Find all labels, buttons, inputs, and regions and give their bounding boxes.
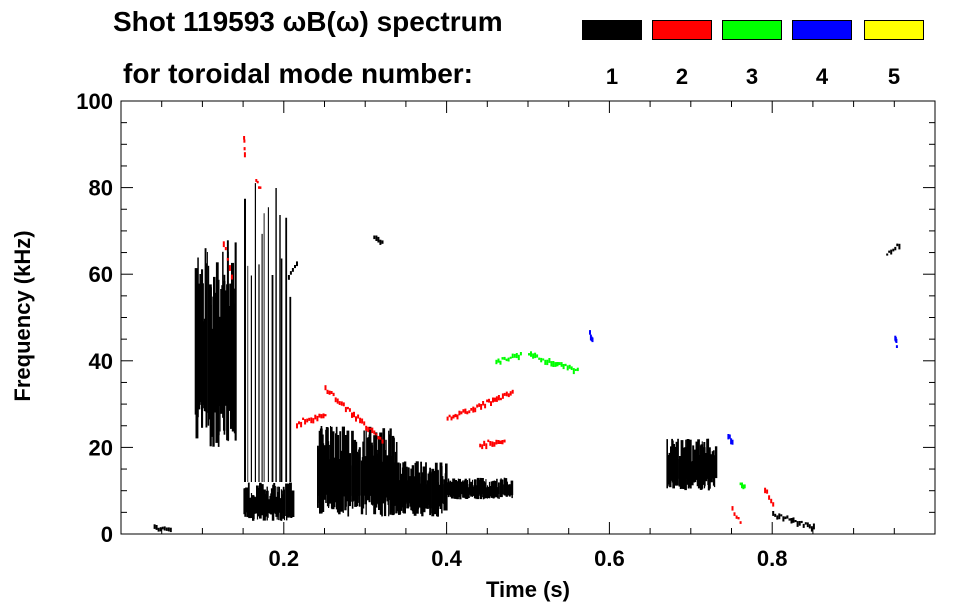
mode-1-mark-11 xyxy=(153,524,172,533)
legend-swatch-2 xyxy=(652,20,712,40)
mode-1-mark-4 xyxy=(447,477,514,500)
mode-2-mark-3 xyxy=(324,385,384,444)
legend-label-2: 2 xyxy=(675,64,689,89)
mode-2-mark-0 xyxy=(243,136,246,158)
mode-3-mark-1 xyxy=(528,351,579,375)
x-tick-label: 0.6 xyxy=(594,546,625,571)
mode-4-mark-1 xyxy=(727,434,734,445)
mode-1-mark-3 xyxy=(390,461,448,517)
x-tick-label: 0.4 xyxy=(431,546,462,571)
y-tick-label: 80 xyxy=(89,176,113,201)
legend-swatch-5 xyxy=(864,20,924,40)
legend-label-3: 3 xyxy=(745,64,759,89)
legend-label-1: 1 xyxy=(605,64,619,89)
mode-1-mark-2 xyxy=(317,426,400,517)
mode-1-mark-7 xyxy=(373,235,384,245)
mode-2-mark-2 xyxy=(296,413,327,429)
mode-4-mark-2 xyxy=(894,335,898,348)
mode-4-mark-0 xyxy=(589,330,594,343)
chart-title-line2: for toroidal mode number: xyxy=(123,58,473,89)
y-tick-label: 40 xyxy=(89,349,113,374)
mode-1-mark-10 xyxy=(886,243,901,256)
legend-label-5: 5 xyxy=(887,64,901,89)
mode-2-mark-8 xyxy=(255,179,262,189)
mode-3-mark-0 xyxy=(495,352,522,365)
legend-label-4: 4 xyxy=(815,64,829,89)
mode-2-mark-5 xyxy=(479,439,506,450)
y-axis-label: Frequency (kHz) xyxy=(10,230,35,401)
legend-swatch-3 xyxy=(722,20,782,40)
mode-1-mark-1 xyxy=(243,482,295,521)
mode-1-mark-6 xyxy=(287,261,298,280)
legend-swatch-4 xyxy=(792,20,852,40)
chart-title-line1: Shot 119593 ωB(ω) spectrum xyxy=(113,6,503,37)
plot-frame xyxy=(120,100,936,535)
mode-2-mark-6 xyxy=(764,487,775,507)
y-tick-label: 60 xyxy=(89,262,113,287)
y-tick-label: 20 xyxy=(89,435,113,460)
mode-1-mark-0 xyxy=(194,240,237,447)
mode-1-mark-9 xyxy=(772,511,815,532)
y-tick-label: 100 xyxy=(76,89,113,114)
axis-ticks: 0 20 40 60 80 100 0.2 0.4 0.6 0.8 xyxy=(76,89,935,571)
y-tick-label: 0 xyxy=(101,522,113,547)
mode-3-mark-2 xyxy=(739,482,746,490)
mode-1-mark-8 xyxy=(666,438,718,491)
mode-2-mark-4 xyxy=(446,389,514,421)
x-tick-label: 0.2 xyxy=(269,546,300,571)
mode-2-mark-1 xyxy=(222,241,233,280)
legend-swatch-1 xyxy=(582,20,642,40)
x-axis-label: Time (s) xyxy=(486,577,570,602)
x-tick-label: 0.8 xyxy=(757,546,788,571)
mode-2-mark-7 xyxy=(731,506,742,524)
mode-1-mark-5 xyxy=(244,183,292,482)
data-marks xyxy=(153,136,901,533)
